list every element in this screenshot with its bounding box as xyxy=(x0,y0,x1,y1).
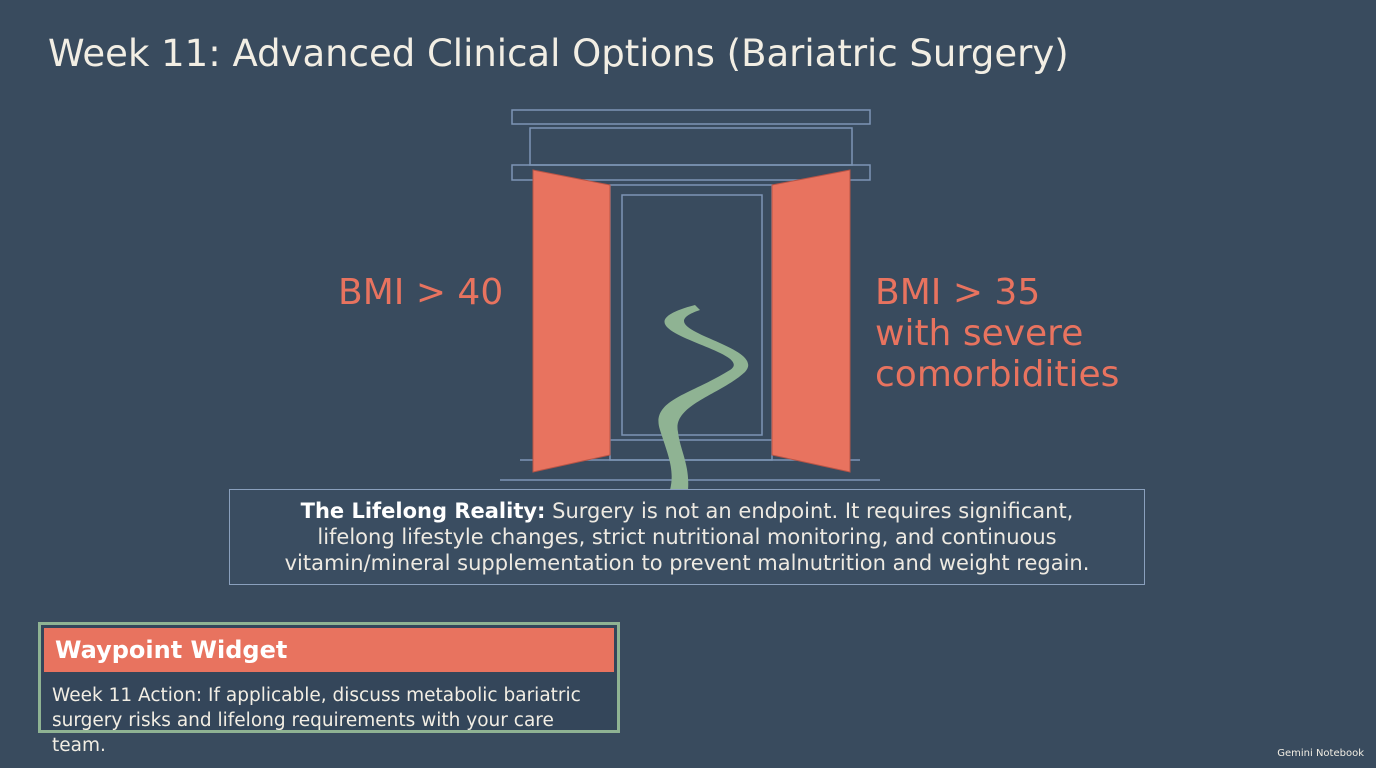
left-label: BMI > 40 xyxy=(338,272,504,313)
path xyxy=(658,305,749,490)
callout: The Lifelong Reality: Surgery is not an … xyxy=(229,489,1145,585)
beam xyxy=(529,127,853,166)
doorway-inner xyxy=(621,194,763,436)
callout-body: Surgery is not an endpoint. It requires … xyxy=(284,499,1090,575)
beam xyxy=(511,164,871,181)
left-door xyxy=(532,169,611,473)
widget: Waypoint Widget Week 11 Action: If appli… xyxy=(38,622,620,756)
label-line: with severe xyxy=(875,313,1084,354)
slide-title: Week 11: Advanced Clinical Options (Bari… xyxy=(48,32,1069,75)
callout-text: The Lifelong Reality: Surgery is not an … xyxy=(260,498,1114,576)
callout-lead: The Lifelong Reality: xyxy=(300,499,546,523)
right-door xyxy=(771,169,851,473)
doorway xyxy=(609,184,773,461)
widget-body: Week 11 Action: If applicable, discuss m… xyxy=(52,685,581,756)
beam xyxy=(511,109,871,125)
footer-brand: Gemini Notebook xyxy=(1277,748,1364,759)
right-label: BMI > 35 with severe comorbidities xyxy=(875,272,1119,395)
label-line: BMI > 35 xyxy=(875,272,1041,313)
widget-title: Waypoint Widget xyxy=(44,628,614,672)
label-line: comorbidities xyxy=(875,354,1120,395)
